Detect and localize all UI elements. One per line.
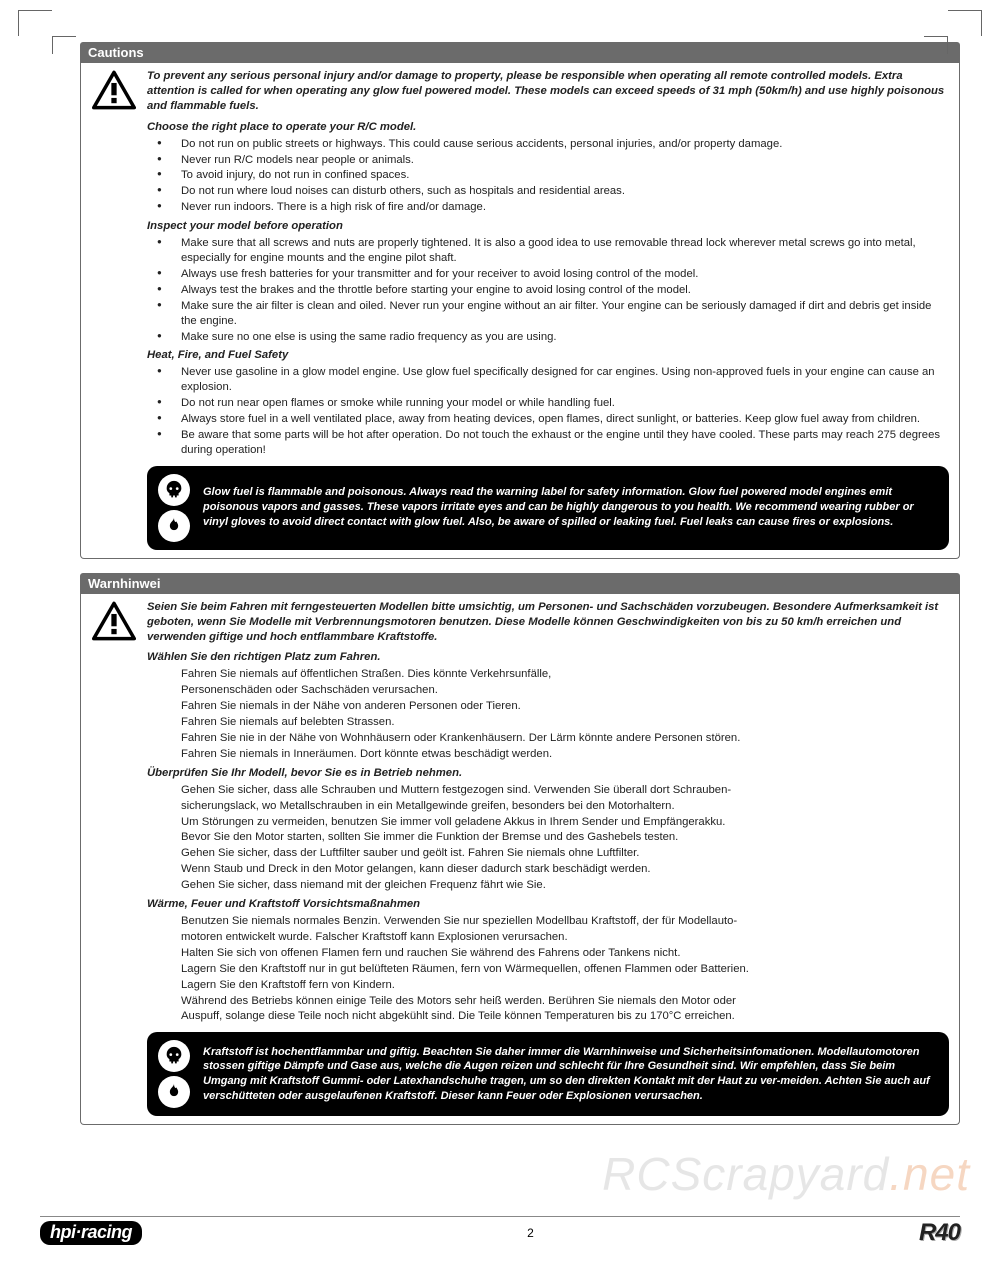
warnhinweis-body: Seien Sie beim Fahren mit ferngesteuerte… [80,594,960,1126]
ueberpruefen-lines: Gehen Sie sicher, dass alle Schrauben un… [147,783,949,893]
waerme-heading: Wärme, Feuer und Kraftstoff Vorsichtsmaß… [147,897,949,912]
kraftstoff-warning-box: Kraftstoff ist hochentflammbar und gifti… [147,1032,949,1116]
crop-mark [924,36,948,54]
list-item: Never run indoors. There is a high risk … [151,200,949,215]
r40-logo: R40 [919,1219,960,1247]
flame-icon [158,510,190,542]
glow-fuel-warning-box: Glow fuel is flammable and poisonous. Al… [147,466,949,550]
manual-page: Cautions To prevent any serious personal… [0,0,1000,1261]
list-item: Be aware that some parts will be hot aft… [151,428,949,458]
warning-triangle-icon [91,600,137,642]
list-item: Make sure that all screws and nuts are p… [151,236,949,266]
kraftstoff-warning-text: Kraftstoff ist hochentflammbar und gifti… [203,1045,937,1104]
waerme-lines: Benutzen Sie niemals normales Benzin. Ve… [147,914,949,1024]
list-item: Always test the brakes and the throttle … [151,283,949,298]
line-item: Fahren Sie niemals in der Nähe von ander… [181,699,949,714]
crop-mark [18,10,52,36]
line-item: Fahren Sie niemals in Inneräumen. Dort k… [181,747,949,762]
line-item: Personenschäden oder Sachschäden verursa… [181,683,949,698]
watermark: RCScrapyard.net [602,1147,970,1201]
cautions-header: Cautions [80,42,960,63]
line-item: Auspuff, solange diese Teile noch nicht … [181,1009,949,1024]
warning-triangle-icon [91,69,137,111]
ueberpruefen-heading: Überprüfen Sie Ihr Modell, bevor Sie es … [147,766,949,781]
glow-fuel-warning-text: Glow fuel is flammable and poisonous. Al… [203,485,937,530]
watermark-text: RCScrapyard [602,1148,889,1200]
line-item: Während des Betriebs können einige Teile… [181,994,949,1009]
choose-place-list: Do not run on public streets or highways… [147,137,949,216]
line-item: Fahren Sie niemals auf belebten Strassen… [181,715,949,730]
line-item: Um Störungen zu vermeiden, benutzen Sie … [181,815,949,830]
line-item: Fahren Sie nie in der Nähe von Wohnhäuse… [181,731,949,746]
line-item: Gehen Sie sicher, dass der Luftfilter sa… [181,846,949,861]
list-item: To avoid injury, do not run in confined … [151,168,949,183]
list-item: Do not run near open flames or smoke whi… [151,396,949,411]
list-item: Do not run where loud noises can disturb… [151,184,949,199]
line-item: Gehen Sie sicher, dass niemand mit der g… [181,878,949,893]
warnhinweis-intro-text: Seien Sie beim Fahren mit ferngesteuerte… [147,600,949,645]
line-item: Gehen Sie sicher, dass alle Schrauben un… [181,783,949,798]
cautions-intro-text: To prevent any serious personal injury a… [147,69,949,114]
line-item: Benutzen Sie niemals normales Benzin. Ve… [181,914,949,929]
line-item: Lagern Sie den Kraftstoff fern von Kinde… [181,978,949,993]
platz-lines: Fahren Sie niemals auf öffentlichen Stra… [147,667,949,761]
line-item: Lagern Sie den Kraftstoff nur in gut bel… [181,962,949,977]
flame-icon [158,1076,190,1108]
line-item: Halten Sie sich von offenen Flamen fern … [181,946,949,961]
watermark-suffix: .net [889,1148,970,1200]
line-item: Wenn Staub und Dreck in den Motor gelang… [181,862,949,877]
skull-icon [158,474,190,506]
platz-heading: Wählen Sie den richtigen Platz zum Fahre… [147,650,949,665]
list-item: Never use gasoline in a glow model engin… [151,365,949,395]
list-item: Always use fresh batteries for your tran… [151,267,949,282]
list-item: Make sure no one else is using the same … [151,330,949,345]
line-item: sicherungslack, wo Metallschrauben in ei… [181,799,949,814]
line-item: Bevor Sie den Motor starten, sollten Sie… [181,830,949,845]
line-item: Fahren Sie niemals auf öffentlichen Stra… [181,667,949,682]
choose-place-heading: Choose the right place to operate your R… [147,120,949,135]
inspect-list: Make sure that all screws and nuts are p… [147,236,949,344]
inspect-heading: Inspect your model before operation [147,219,949,234]
hpi-racing-logo: hpi·racing [40,1221,142,1245]
page-number: 2 [527,1226,534,1240]
list-item: Make sure the air filter is clean and oi… [151,299,949,329]
crop-mark [948,10,982,36]
list-item: Always store fuel in a well ventilated p… [151,412,949,427]
crop-mark [52,36,76,54]
skull-icon [158,1040,190,1072]
heat-fire-list: Never use gasoline in a glow model engin… [147,365,949,457]
page-footer: hpi·racing 2 R40 [40,1216,960,1247]
line-item: motoren entwickelt wurde. Falscher Kraft… [181,930,949,945]
list-item: Do not run on public streets or highways… [151,137,949,152]
warnhinweis-header: Warnhinwei [80,573,960,594]
list-item: Never run R/C models near people or anim… [151,153,949,168]
cautions-body: To prevent any serious personal injury a… [80,63,960,559]
heat-fire-heading: Heat, Fire, and Fuel Safety [147,348,949,363]
